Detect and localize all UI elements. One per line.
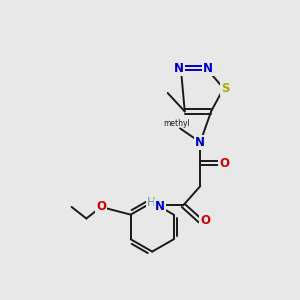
Text: N: N [155,200,165,213]
Text: O: O [200,214,210,227]
Text: O: O [96,200,106,213]
Text: N: N [174,62,184,75]
Text: N: N [203,62,213,75]
Text: S: S [221,82,229,95]
Text: O: O [219,157,229,169]
Text: methyl: methyl [164,118,190,127]
Text: N: N [195,136,205,149]
Text: H: H [147,196,156,209]
